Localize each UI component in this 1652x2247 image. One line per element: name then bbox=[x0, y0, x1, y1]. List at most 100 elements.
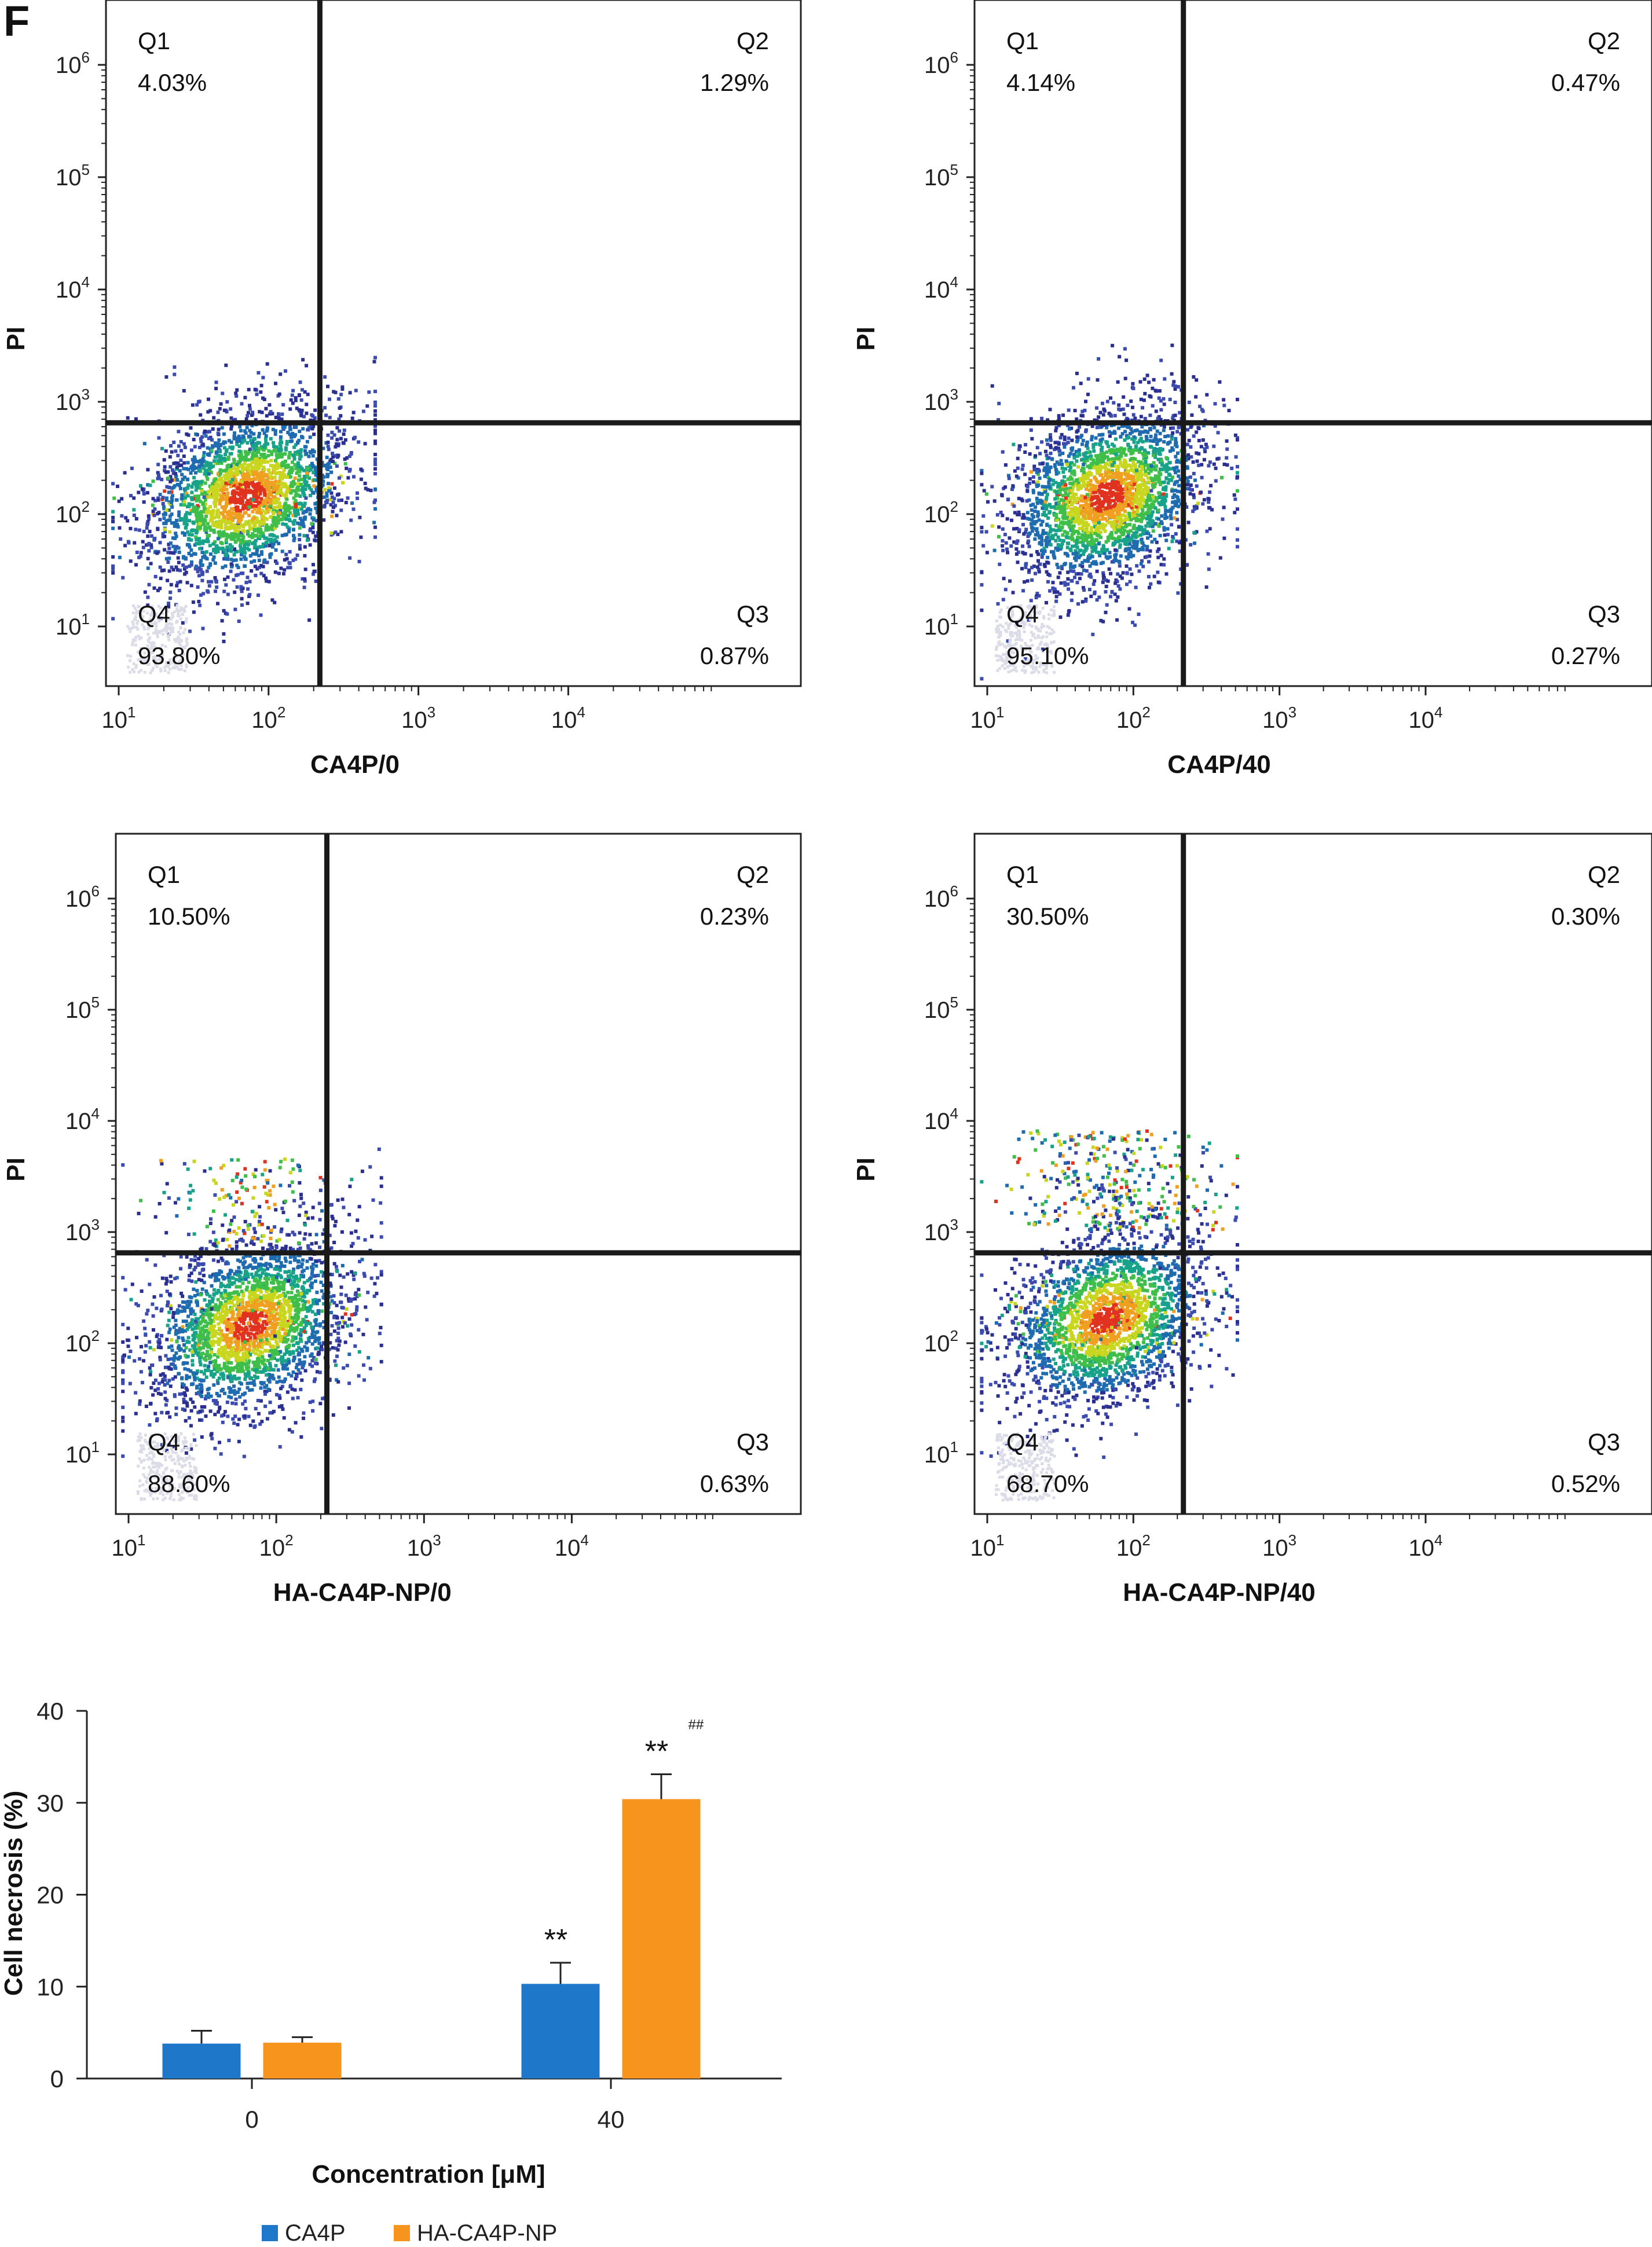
y-axis-label: PI bbox=[2, 327, 30, 351]
panel-letter: F bbox=[3, 0, 30, 46]
quadrant-name-q1: Q1 bbox=[138, 27, 170, 54]
y-tick-label: 102 bbox=[65, 1327, 100, 1357]
y-axis-label: Cell necrosis (%) bbox=[0, 1791, 28, 1996]
quadrant-name-q2: Q2 bbox=[737, 27, 769, 54]
x-tick-label: 103 bbox=[401, 703, 435, 733]
y-tick-label: 106 bbox=[924, 882, 958, 912]
y-tick-label: 103 bbox=[924, 386, 958, 415]
y-tick-label: 104 bbox=[924, 1105, 958, 1134]
quadrant-value-q1: 4.03% bbox=[138, 69, 207, 96]
bar-ha-ca4p-np-40 bbox=[622, 1799, 701, 2079]
quadrant-value-q4: 68.70% bbox=[1006, 1470, 1089, 1497]
quadrant-value-q4: 95.10% bbox=[1006, 642, 1089, 669]
x-tick-label: 102 bbox=[259, 1531, 294, 1561]
quadrant-name-q1: Q1 bbox=[1006, 27, 1039, 54]
bar-ha-ca4p-np-0 bbox=[263, 2043, 342, 2079]
quadrant-value-q4: 93.80% bbox=[138, 642, 220, 669]
x-tick-label: 101 bbox=[970, 703, 1005, 733]
x-axis-label: CA4P/40 bbox=[1167, 750, 1271, 779]
x-tick-label: 101 bbox=[970, 1531, 1005, 1561]
y-tick-label: 30 bbox=[36, 1790, 64, 1817]
quadrant-name-q2: Q2 bbox=[1588, 27, 1620, 54]
y-tick-label: 106 bbox=[56, 49, 90, 78]
x-tick-label: 104 bbox=[1409, 1531, 1443, 1561]
flow-panel-2: 101 102 103 104 105 106 101 102 103 104 CA4P/40 PI Q… bbox=[852, 0, 1652, 779]
quadrant-name-q3: Q3 bbox=[737, 1428, 769, 1456]
quadrant-value-q3: 0.63% bbox=[700, 1470, 769, 1497]
x-axis-label: HA-CA4P-NP/40 bbox=[1123, 1578, 1316, 1607]
quadrant-value-q3: 0.87% bbox=[700, 642, 769, 669]
y-tick-label: 101 bbox=[924, 610, 958, 640]
significance-mark: ** bbox=[544, 1923, 567, 1957]
quadrant-value-q3: 0.27% bbox=[1551, 642, 1620, 669]
y-tick-label: 0 bbox=[50, 2065, 64, 2092]
x-tick-label: 0 bbox=[245, 2106, 258, 2133]
significance-superscript: ## bbox=[688, 1717, 704, 1733]
y-axis-label: PI bbox=[852, 1157, 880, 1182]
y-tick-label: 105 bbox=[924, 161, 958, 190]
x-tick-label: 102 bbox=[1116, 703, 1151, 733]
y-tick-label: 106 bbox=[924, 49, 958, 78]
y-tick-label: 40 bbox=[36, 1698, 64, 1725]
y-tick-label: 106 bbox=[65, 882, 100, 912]
quadrant-value-q2: 1.29% bbox=[700, 69, 769, 96]
y-tick-label: 104 bbox=[924, 273, 958, 303]
x-tick-label: 40 bbox=[598, 2106, 625, 2133]
y-tick-label: 20 bbox=[36, 1882, 64, 1909]
y-tick-label: 101 bbox=[924, 1438, 958, 1468]
x-tick-label: 104 bbox=[551, 703, 585, 733]
quadrant-name-q4: Q4 bbox=[138, 600, 170, 628]
legend-swatch-ha-ca4p-np bbox=[394, 2225, 410, 2241]
quadrant-name-q3: Q3 bbox=[1588, 1428, 1620, 1456]
quadrant-name-q4: Q4 bbox=[1006, 600, 1039, 628]
quadrant-name-q2: Q2 bbox=[737, 861, 769, 888]
y-tick-label: 103 bbox=[65, 1216, 100, 1245]
y-tick-label: 102 bbox=[924, 498, 958, 527]
quadrant-name-q1: Q1 bbox=[1006, 861, 1039, 888]
quadrant-value-q3: 0.52% bbox=[1551, 1470, 1620, 1497]
quadrant-value-q2: 0.47% bbox=[1551, 69, 1620, 96]
x-tick-label: 104 bbox=[555, 1531, 589, 1561]
y-axis-label: PI bbox=[2, 1157, 30, 1182]
x-tick-label: 102 bbox=[1116, 1531, 1151, 1561]
y-tick-label: 102 bbox=[924, 1327, 958, 1357]
quadrant-value-q4: 88.60% bbox=[148, 1470, 230, 1497]
x-tick-label: 102 bbox=[251, 703, 285, 733]
y-tick-label: 105 bbox=[65, 994, 100, 1023]
quadrant-value-q1: 30.50% bbox=[1006, 903, 1089, 930]
x-tick-label: 103 bbox=[1262, 1531, 1296, 1561]
legend: CA4P HA-CA4P-NP bbox=[262, 2220, 557, 2244]
x-tick-label: 103 bbox=[1262, 703, 1296, 733]
y-tick-label: 103 bbox=[924, 1216, 958, 1245]
x-tick-label: 101 bbox=[112, 1531, 146, 1561]
quadrant-name-q3: Q3 bbox=[1588, 600, 1620, 628]
x-axis-label: HA-CA4P-NP/0 bbox=[273, 1578, 452, 1607]
significance-mark: ** bbox=[645, 1735, 668, 1769]
y-tick-label: 101 bbox=[65, 1438, 100, 1468]
quadrant-value-q2: 0.23% bbox=[700, 903, 769, 930]
x-tick-label: 101 bbox=[102, 703, 136, 733]
quadrant-name-q3: Q3 bbox=[737, 600, 769, 628]
y-tick-label: 105 bbox=[56, 161, 90, 190]
quadrant-name-q1: Q1 bbox=[148, 861, 180, 888]
quadrant-name-q4: Q4 bbox=[148, 1428, 180, 1456]
quadrant-value-q1: 4.14% bbox=[1006, 69, 1075, 96]
y-tick-label: 104 bbox=[56, 273, 90, 303]
y-tick-label: 104 bbox=[65, 1105, 100, 1134]
legend-label-ha-ca4p-np: HA-CA4P-NP bbox=[417, 2220, 557, 2244]
y-tick-label: 10 bbox=[36, 1973, 64, 2000]
x-axis-label: CA4P/0 bbox=[310, 750, 400, 779]
quadrant-name-q4: Q4 bbox=[1006, 1428, 1039, 1456]
legend-swatch-ca4p bbox=[262, 2225, 278, 2241]
x-tick-label: 104 bbox=[1409, 703, 1443, 733]
legend-label-ca4p: CA4P bbox=[285, 2220, 346, 2244]
y-tick-label: 102 bbox=[56, 498, 90, 527]
quadrant-value-q2: 0.30% bbox=[1551, 903, 1620, 930]
y-axis-label: PI bbox=[852, 327, 880, 351]
y-tick-label: 103 bbox=[56, 386, 90, 415]
